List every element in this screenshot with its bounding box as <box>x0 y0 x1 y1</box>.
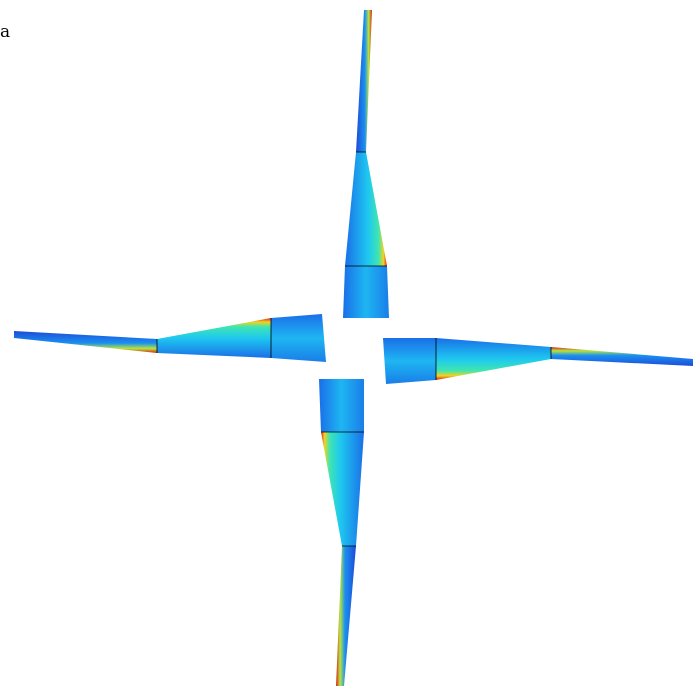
arm-left-tip-segment <box>14 331 157 353</box>
arm-bottom-outline <box>321 431 364 547</box>
arm-right <box>383 338 693 384</box>
arm-left-middle-segment <box>157 318 271 358</box>
arm-bottom-base-segment <box>319 379 364 432</box>
arm-top <box>343 10 389 318</box>
arm-left-outline <box>156 318 272 358</box>
panel-label: a <box>0 22 11 42</box>
arm-right-tip-segment <box>551 347 693 366</box>
arm-left <box>14 314 326 362</box>
arm-top-outline <box>345 151 387 267</box>
arm-left-base-segment <box>271 314 326 362</box>
arm-top-tip-segment <box>356 10 372 152</box>
arm-top-base-segment <box>343 266 389 318</box>
arm-right-base-segment <box>383 338 436 384</box>
arm-bottom-tip-segment <box>336 546 356 686</box>
arm-right-middle-segment <box>436 338 551 380</box>
arm-bottom-middle-segment <box>321 432 364 546</box>
arm-bottom <box>319 379 364 686</box>
arm-right-outline <box>435 338 552 380</box>
arm-top-middle-segment <box>345 152 387 266</box>
